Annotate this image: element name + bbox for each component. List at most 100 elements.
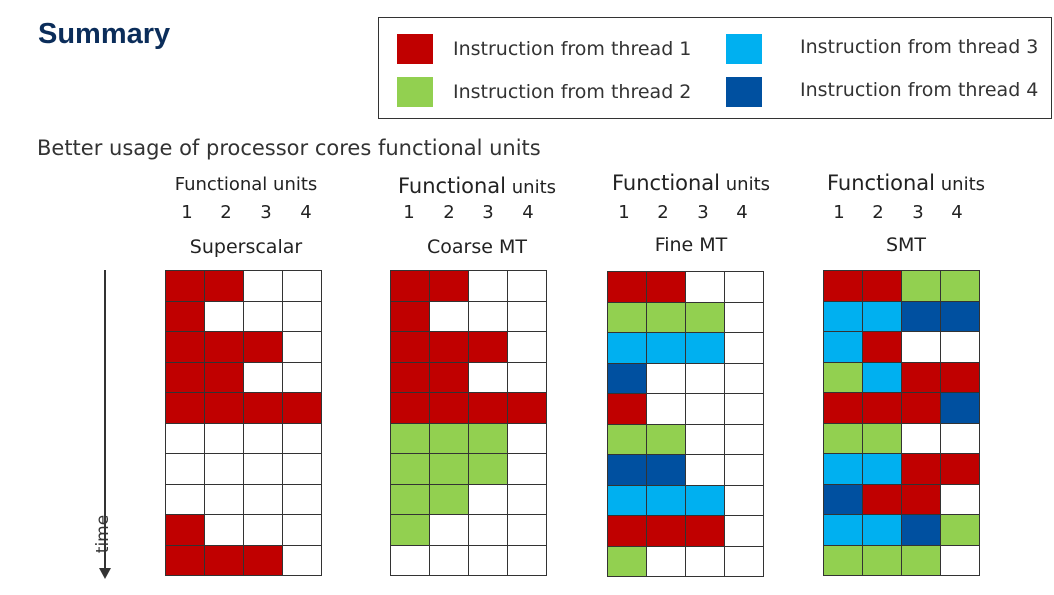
thread-3-slot (863, 454, 902, 485)
empty-slot (166, 484, 205, 515)
thread-2-slot (430, 484, 469, 515)
thread-2-slot (824, 545, 863, 576)
empty-slot (244, 423, 283, 454)
thread-1-slot (608, 394, 647, 425)
thread-1-slot (863, 393, 902, 424)
empty-slot (430, 545, 469, 576)
empty-slot (647, 363, 686, 394)
time-axis-line (104, 270, 106, 570)
thread-1-slot (608, 516, 647, 547)
thread-1-slot (647, 272, 686, 303)
thread-2-slot (469, 423, 508, 454)
thread-2-slot (824, 423, 863, 454)
execution-grid (390, 270, 547, 576)
empty-slot (283, 454, 322, 485)
execution-grid (165, 270, 322, 576)
thread-1-slot (205, 271, 244, 302)
empty-slot (941, 545, 980, 576)
thread-3-slot (863, 301, 902, 332)
legend-swatch-thread-2 (397, 77, 433, 107)
empty-slot (430, 301, 469, 332)
thread-1-slot (647, 516, 686, 547)
subtitle: Better usage of processor cores function… (37, 136, 541, 160)
heading-functional: Functional (397, 174, 507, 198)
thread-1-slot (244, 545, 283, 576)
thread-2-slot (863, 545, 902, 576)
empty-slot (725, 516, 764, 547)
thread-2-slot (824, 362, 863, 393)
page-title: Summary (38, 18, 171, 50)
thread-1-slot (166, 515, 205, 546)
unit-number: 1 (618, 202, 630, 223)
thread-1-slot (902, 393, 941, 424)
empty-slot (205, 484, 244, 515)
thread-1-slot (391, 301, 430, 332)
empty-slot (283, 545, 322, 576)
thread-2-slot (941, 271, 980, 302)
thread-1-slot (391, 332, 430, 363)
heading-functional: Functional (611, 171, 721, 195)
empty-slot (725, 272, 764, 303)
thread-1-slot (244, 332, 283, 363)
empty-slot (469, 545, 508, 576)
legend-swatch-thread-1 (397, 34, 433, 64)
thread-1-slot (508, 393, 547, 424)
empty-slot (686, 424, 725, 455)
unit-number: 2 (657, 202, 669, 223)
empty-slot (508, 545, 547, 576)
thread-4-slot (608, 363, 647, 394)
legend-label-thread-1: Instruction from thread 1 (453, 38, 692, 60)
empty-slot (244, 362, 283, 393)
thread-2-slot (469, 454, 508, 485)
empty-slot (469, 301, 508, 332)
thread-2-slot (391, 423, 430, 454)
empty-slot (205, 454, 244, 485)
empty-slot (283, 484, 322, 515)
thread-2-slot (647, 302, 686, 333)
empty-slot (508, 332, 547, 363)
thread-4-slot (824, 484, 863, 515)
thread-3-slot (824, 515, 863, 546)
unit-numbers: 1 2 3 4 (377, 202, 577, 224)
thread-1-slot (430, 271, 469, 302)
functional-units-heading: Functional units (146, 174, 346, 195)
thread-4-slot (902, 515, 941, 546)
empty-slot (902, 332, 941, 363)
empty-slot (391, 545, 430, 576)
thread-4-slot (941, 301, 980, 332)
functional-units-heading: Functional units (806, 171, 1006, 195)
unit-number: 4 (736, 202, 748, 223)
time-arrow-icon (99, 568, 111, 579)
execution-grid (607, 271, 764, 577)
legend-swatch-thread-4 (726, 77, 762, 107)
thread-1-slot (244, 393, 283, 424)
empty-slot (469, 271, 508, 302)
thread-4-slot (647, 455, 686, 486)
thread-3-slot (824, 301, 863, 332)
thread-2-slot (391, 454, 430, 485)
thread-2-slot (902, 271, 941, 302)
thread-1-slot (941, 362, 980, 393)
empty-slot (686, 363, 725, 394)
thread-1-slot (686, 516, 725, 547)
thread-1-slot (824, 393, 863, 424)
empty-slot (244, 271, 283, 302)
legend-label-thread-2: Instruction from thread 2 (453, 81, 692, 103)
panel-name: Fine MT (654, 234, 728, 256)
legend-label-thread-4: Instruction from thread 4 (800, 79, 1039, 101)
empty-slot (508, 301, 547, 332)
empty-slot (725, 394, 764, 425)
empty-slot (686, 272, 725, 303)
time-axis-label: time (93, 514, 113, 554)
empty-slot (469, 362, 508, 393)
empty-slot (205, 515, 244, 546)
unit-number: 2 (872, 202, 884, 223)
thread-4-slot (608, 455, 647, 486)
unit-number: 4 (300, 202, 312, 223)
unit-numbers: 1 2 3 4 (146, 202, 346, 224)
empty-slot (508, 362, 547, 393)
empty-slot (725, 546, 764, 577)
empty-slot (725, 485, 764, 516)
thread-1-slot (166, 393, 205, 424)
thread-3-slot (647, 485, 686, 516)
